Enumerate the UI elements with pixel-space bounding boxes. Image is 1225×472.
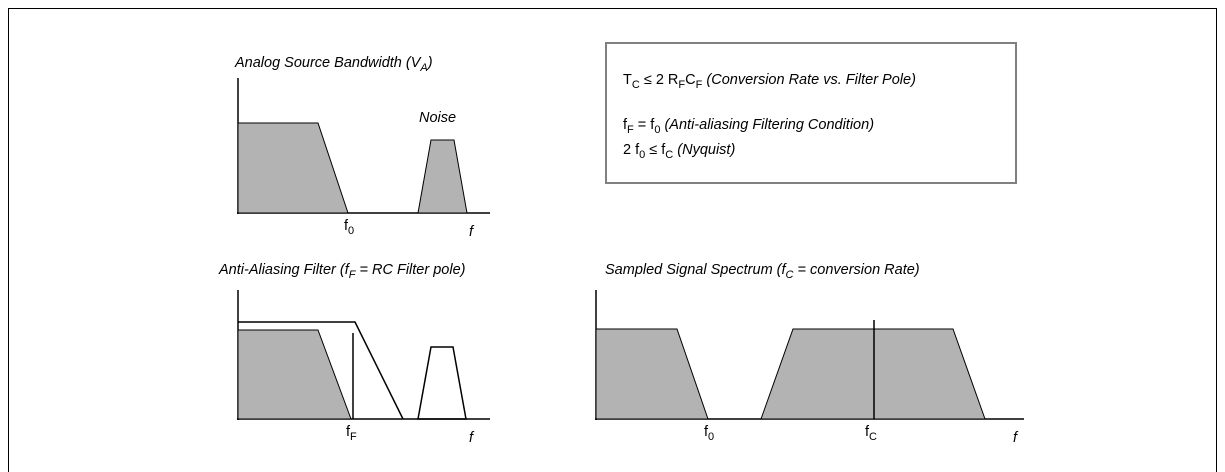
br-title-post: = conversion Rate): [793, 262, 920, 278]
tl-title: Analog Source Bandwidth (VA): [235, 55, 433, 74]
equation-3: 2 f0 ≤ fC (Nyquist): [623, 142, 736, 161]
tl-signal-band: [237, 122, 349, 214]
eq3-a: 2 f: [623, 142, 640, 158]
eq3-b-sub: C: [665, 149, 674, 161]
eq1-c-sub: F: [695, 79, 703, 91]
bl-title: Anti-Aliasing Filter (fF = RC Filter pol…: [219, 262, 466, 281]
eq2-b: = f: [633, 117, 655, 133]
br-fC-label: fC: [865, 424, 877, 443]
br-axis-f: f: [1013, 430, 1018, 446]
tl-noise-band: [417, 139, 468, 214]
br-fC-main: f: [865, 424, 870, 440]
br-f0-main: f: [704, 424, 709, 440]
tl-f0-label: f0: [344, 218, 355, 237]
br-title-sub: C: [785, 269, 794, 281]
eq3-b: ≤ f: [645, 142, 666, 158]
tl-f0-main: f: [344, 218, 349, 234]
eq3-a-sub: 0: [639, 149, 646, 161]
eq1-c: C: [685, 72, 696, 88]
bl-fF-main: f: [346, 424, 351, 440]
eq1-a: T: [623, 72, 632, 88]
tl-f0-sub: 0: [348, 225, 355, 237]
eq1-b: ≤ 2 R: [639, 72, 679, 88]
figure-frame: [8, 8, 1217, 472]
eq1-b-sub: F: [678, 79, 686, 91]
bl-axis-f: f: [469, 430, 474, 446]
tl-title-sub: A: [420, 62, 428, 74]
br-fC-sub: C: [869, 431, 877, 443]
br-baseband: [595, 328, 709, 420]
eq2-desc: (Anti-aliasing Filtering Condition): [660, 117, 875, 133]
bl-signal-band: [237, 329, 352, 420]
tl-axis-f: f: [469, 224, 474, 240]
bl-fF-label: fF: [346, 424, 357, 443]
bl-title-pre: Anti-Aliasing Filter (f: [219, 262, 349, 278]
br-title: Sampled Signal Spectrum (fC = conversion…: [605, 262, 920, 281]
eq2-a-sub: F: [627, 124, 634, 136]
bl-fF-sub: F: [350, 431, 357, 443]
br-f0-label: f0: [704, 424, 715, 443]
br-image-band: [760, 328, 986, 420]
bl-title-post: = RC Filter pole): [355, 262, 466, 278]
eq2-b-sub: 0: [654, 124, 661, 136]
bl-noise-band: [417, 346, 467, 420]
bl-filter-response: [238, 321, 404, 420]
eq1-a-sub: C: [631, 79, 640, 91]
equation-1: TC ≤ 2 RFCF (Conversion Rate vs. Filter …: [623, 72, 916, 91]
tl-title-pre: Analog Source Bandwidth (V: [235, 55, 421, 71]
br-f0-sub: 0: [708, 431, 715, 443]
equation-2: fF = f0 (Anti-aliasing Filtering Conditi…: [623, 117, 875, 136]
eq1-desc: (Conversion Rate vs. Filter Pole): [702, 72, 916, 88]
br-title-pre: Sampled Signal Spectrum (f: [605, 262, 786, 278]
bl-title-sub: F: [348, 269, 356, 281]
eq3-desc: (Nyquist): [673, 142, 736, 158]
equation-box: TC ≤ 2 RFCF (Conversion Rate vs. Filter …: [605, 42, 1017, 184]
eq2-a: f: [623, 117, 628, 133]
tl-title-post: ): [427, 55, 433, 71]
tl-noise-label: Noise: [419, 110, 457, 126]
